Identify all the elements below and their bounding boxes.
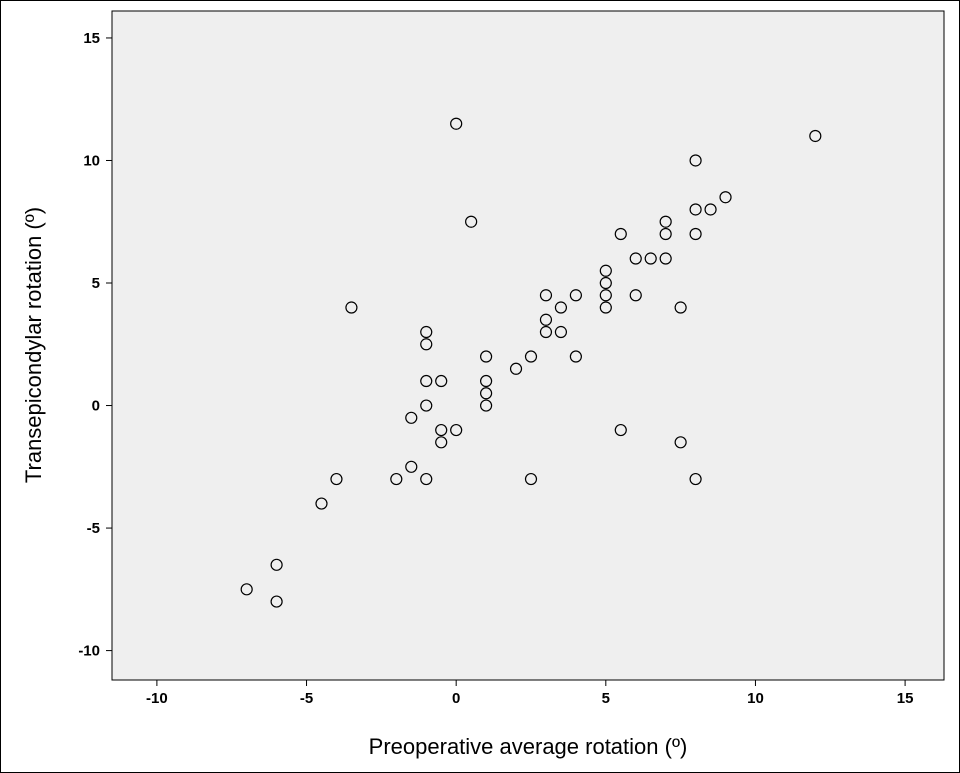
scatter-point	[704, 203, 717, 216]
scatter-point	[689, 203, 702, 216]
scatter-point	[330, 472, 343, 486]
scatter-point	[809, 129, 822, 143]
scatter-point	[524, 350, 538, 363]
x-tick-label: -5	[300, 690, 313, 707]
x-tick-label: 10	[747, 690, 764, 707]
scatter-point	[659, 215, 672, 228]
scatter-point	[629, 252, 642, 265]
scatter-point	[659, 252, 672, 265]
scatter-point	[599, 301, 612, 314]
scatter-point	[539, 289, 553, 302]
scatter-point	[420, 399, 433, 412]
scatter-point	[659, 227, 672, 241]
scatter-point	[420, 374, 433, 388]
y-tick-label: 5	[92, 275, 100, 292]
scatter-point	[450, 117, 463, 130]
scatter-point	[420, 325, 433, 339]
scatter-point	[689, 227, 702, 241]
scatter-point	[614, 227, 627, 241]
scatter-point	[719, 191, 732, 204]
scatter-point	[345, 301, 358, 314]
scatter-point	[569, 289, 582, 302]
scatter-point	[554, 325, 568, 339]
scatter-point	[465, 215, 478, 228]
scatter-point	[509, 362, 523, 375]
y-tick-label: -5	[87, 520, 100, 537]
y-axis-ticks: -10 -5 0 5 10 15	[78, 30, 112, 660]
x-tick-label: 15	[897, 690, 914, 707]
scatter-point	[554, 301, 568, 314]
x-tick-label: 5	[602, 690, 610, 707]
scatter-point	[480, 350, 493, 363]
scatter-point	[405, 411, 418, 424]
scatter-point	[315, 497, 328, 510]
scatter-point	[480, 387, 493, 400]
y-axis-title: Transepicondylar rotation (º)	[21, 207, 46, 483]
scatter-point	[524, 472, 538, 486]
scatter-point	[629, 289, 642, 302]
y-tick-label: 10	[83, 152, 100, 169]
scatter-point	[539, 325, 553, 339]
scatter-point	[599, 289, 612, 302]
scatter-point	[450, 423, 463, 437]
scatter-point	[270, 558, 283, 571]
scatter-point	[599, 276, 612, 290]
scatter-point	[614, 423, 627, 437]
data-points	[240, 117, 822, 608]
scatter-point	[420, 338, 433, 351]
plot-area	[111, 10, 945, 681]
scatter-point	[644, 252, 657, 265]
scatter-point	[599, 264, 612, 277]
scatter-point	[480, 399, 493, 412]
scatter-point	[270, 595, 283, 608]
x-axis-title: Preoperative average rotation (º)	[369, 734, 688, 759]
scatter-point	[435, 374, 448, 388]
x-tick-label: 0	[452, 690, 460, 707]
x-tick-label: -10	[146, 690, 168, 707]
y-tick-label: 0	[92, 398, 100, 415]
y-tick-label: -10	[78, 643, 100, 660]
scatter-point	[435, 436, 448, 449]
scatter-point	[689, 154, 702, 167]
scatter-point	[569, 350, 582, 363]
scatter-point	[539, 313, 553, 326]
x-axis-ticks: -10 -5 0 5 10 15	[146, 680, 913, 707]
scatter-point	[405, 460, 418, 473]
scatter-point	[435, 423, 448, 437]
scatter-point	[674, 301, 687, 314]
scatter-point	[689, 472, 702, 486]
y-tick-label: 15	[83, 30, 100, 47]
scatter-point	[480, 374, 493, 388]
scatter-point	[674, 436, 687, 449]
scatter-point	[390, 472, 403, 486]
scatter-point	[420, 472, 433, 486]
scatter-point	[240, 583, 253, 596]
